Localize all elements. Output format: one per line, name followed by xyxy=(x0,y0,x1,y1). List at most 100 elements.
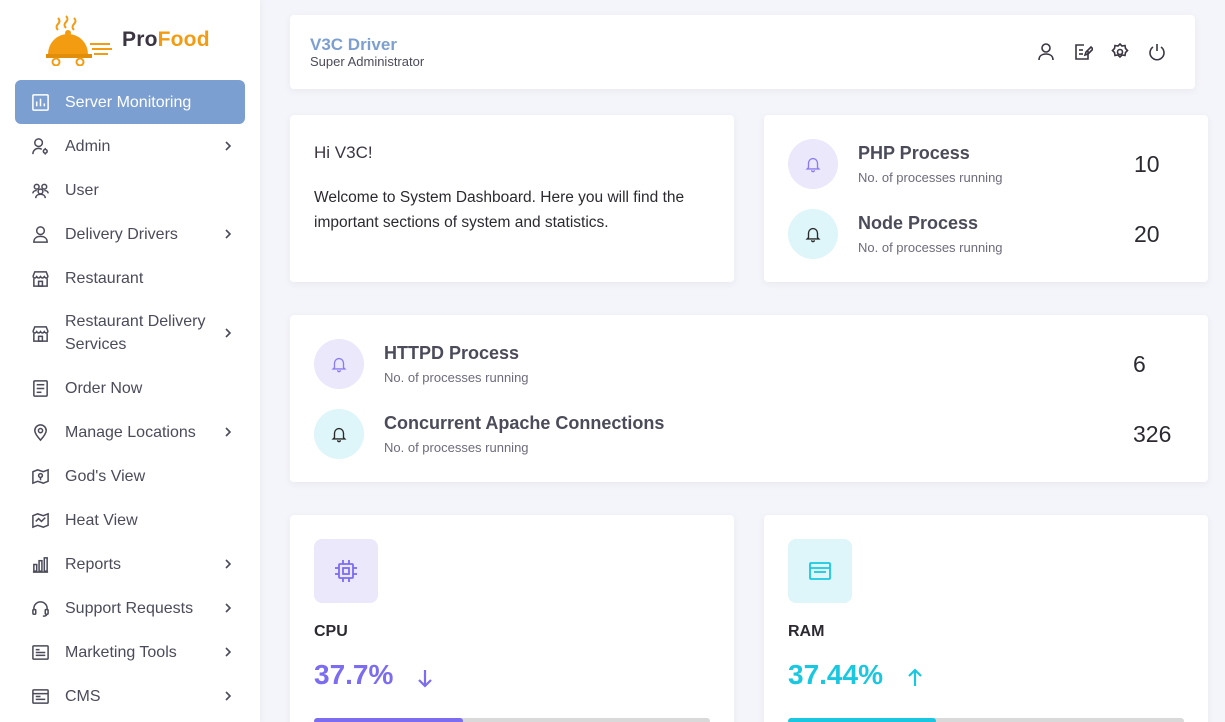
process-subtitle: No. of processes running xyxy=(858,170,1003,185)
sidebar-item-label: Restaurant Delivery Services xyxy=(65,313,206,353)
chevron-right-icon xyxy=(223,691,233,701)
brand-name-food: Food xyxy=(157,28,210,51)
sidebar-item-heat-view[interactable]: Heat View xyxy=(15,498,245,542)
chevron-right-icon xyxy=(223,647,233,657)
admin-icon xyxy=(30,136,50,156)
process-value: 326 xyxy=(1133,421,1172,447)
welcome-message: Welcome to System Dashboard. Here you wi… xyxy=(314,189,685,231)
ram-value: 37.44% xyxy=(788,659,883,690)
ram-stat-card: RAM 37.44% xyxy=(764,515,1208,722)
process-subtitle: No. of processes running xyxy=(384,370,529,385)
cpu-value-row: 37.7% xyxy=(314,659,435,691)
ram-label: RAM xyxy=(788,623,825,640)
process-value: 20 xyxy=(1134,221,1160,247)
sidebar-item-reports[interactable]: Reports xyxy=(15,542,245,586)
store-icon xyxy=(30,323,50,343)
sidebar-item-gods-view[interactable]: God's View xyxy=(15,454,245,498)
sidebar-item-order-now[interactable]: Order Now xyxy=(15,366,245,410)
arrow-down-icon xyxy=(415,664,435,688)
sidebar-item-delivery-drivers[interactable]: Delivery Drivers xyxy=(15,212,245,256)
ram-progress-fill xyxy=(788,718,937,722)
process-row-apache: Concurrent Apache Connections No. of pro… xyxy=(314,409,664,459)
bell-icon xyxy=(314,339,364,389)
chevron-right-icon xyxy=(223,427,233,437)
chevron-right-icon xyxy=(223,559,233,569)
process-value: 10 xyxy=(1134,151,1160,177)
sidebar-item-label: CMS xyxy=(65,687,101,705)
cpu-chip-icon xyxy=(314,539,378,603)
sidebar-nav: Server Monitoring Admin User Delivery Dr… xyxy=(0,80,260,718)
store-icon xyxy=(30,268,50,288)
location-pin-icon xyxy=(30,422,50,442)
process-title: PHP Process xyxy=(858,143,970,163)
sidebar-item-admin[interactable]: Admin xyxy=(15,124,245,168)
user-name: V3C Driver xyxy=(310,35,397,54)
window-icon xyxy=(788,539,852,603)
users-icon xyxy=(30,180,50,200)
cpu-stat-card: CPU 37.7% xyxy=(290,515,734,722)
sidebar-item-label: Heat View xyxy=(65,511,138,529)
sidebar-item-restaurant-delivery-services[interactable]: Restaurant Delivery Services xyxy=(15,300,245,366)
header-actions xyxy=(1036,42,1167,62)
brand-logo[interactable]: ProFood xyxy=(0,0,260,80)
sidebar-item-label: User xyxy=(65,181,99,199)
sidebar-item-cms[interactable]: CMS xyxy=(15,674,245,718)
heat-map-icon xyxy=(30,510,50,530)
process-title: Node Process xyxy=(858,213,979,233)
process-value: 6 xyxy=(1133,351,1146,377)
cpu-progress-fill xyxy=(314,718,464,722)
process-row-httpd: HTTPD Process No. of processes running xyxy=(314,339,529,389)
power-icon[interactable] xyxy=(1147,42,1167,62)
chevron-right-icon xyxy=(223,229,233,239)
sidebar-item-label: Server Monitoring xyxy=(65,93,192,111)
headset-icon xyxy=(30,598,50,618)
chevron-right-icon xyxy=(223,141,233,151)
bell-icon xyxy=(788,209,838,259)
welcome-greeting: Hi V3C! xyxy=(314,143,373,162)
sidebar-item-marketing-tools[interactable]: Marketing Tools xyxy=(15,630,245,674)
process-title: Concurrent Apache Connections xyxy=(384,413,665,433)
sidebar-item-label: Manage Locations xyxy=(65,423,196,441)
sidebar-item-label: Delivery Drivers xyxy=(65,225,178,243)
process-card-top: PHP Process No. of processes running 10 … xyxy=(764,115,1208,282)
chart-icon xyxy=(30,92,50,112)
settings-icon[interactable] xyxy=(1110,42,1130,62)
sidebar-item-label: Restaurant xyxy=(65,269,144,287)
chevron-right-icon xyxy=(223,603,233,613)
sidebar-item-label: Marketing Tools xyxy=(65,643,177,661)
cms-icon xyxy=(30,686,50,706)
chevron-right-icon xyxy=(223,328,233,338)
marketing-icon xyxy=(30,642,50,662)
cpu-progress-bar xyxy=(314,718,710,722)
map-view-icon xyxy=(30,466,50,486)
welcome-card: Hi V3C! Welcome to System Dashboard. Her… xyxy=(290,115,734,282)
sidebar-item-manage-locations[interactable]: Manage Locations xyxy=(15,410,245,454)
ram-progress-bar xyxy=(788,718,1184,722)
brand-name-pro: Pro xyxy=(122,28,158,51)
bar-chart-icon xyxy=(30,554,50,574)
ram-value-row: 37.44% xyxy=(788,659,925,691)
user-role: Super Administrator xyxy=(310,54,425,69)
process-subtitle: No. of processes running xyxy=(384,440,529,455)
sidebar-item-label: Support Requests xyxy=(65,599,194,617)
food-cloche-logo-icon xyxy=(44,14,114,67)
bell-icon xyxy=(314,409,364,459)
sidebar-item-user[interactable]: User xyxy=(15,168,245,212)
sidebar-item-support-requests[interactable]: Support Requests xyxy=(15,586,245,630)
sidebar-item-label: Admin xyxy=(65,137,111,155)
edit-note-icon[interactable] xyxy=(1073,42,1095,62)
process-row-node: Node Process No. of processes running xyxy=(788,209,1003,259)
bell-icon xyxy=(788,139,838,189)
sidebar-item-server-monitoring[interactable]: Server Monitoring xyxy=(15,80,245,124)
sidebar-item-label: God's View xyxy=(65,467,146,485)
sidebar-item-label: Reports xyxy=(65,555,122,573)
profile-icon[interactable] xyxy=(1036,42,1056,62)
process-title: HTTPD Process xyxy=(384,343,520,363)
sidebar-item-label: Order Now xyxy=(65,379,143,397)
top-header: V3C Driver Super Administrator xyxy=(290,15,1195,89)
cpu-value: 37.7% xyxy=(314,659,394,690)
sidebar: ProFood Server Monitoring Admin User Del… xyxy=(0,0,260,722)
sidebar-item-restaurant[interactable]: Restaurant xyxy=(15,256,245,300)
process-subtitle: No. of processes running xyxy=(858,240,1003,255)
order-icon xyxy=(30,378,50,398)
